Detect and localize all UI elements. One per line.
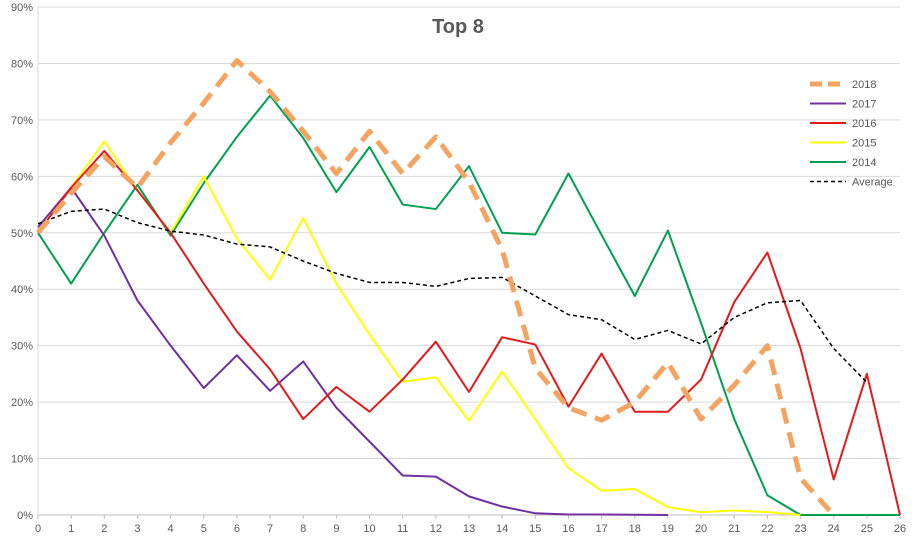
series-line-2018 [36, 58, 836, 517]
x-tick-label: 18 [629, 523, 641, 535]
x-axis-tick-labels: 0 1 2 3 4 5 6 7 8 9 10 11 12 13 14 15 16 17 18 19 20 21 22 23 24… [35, 515, 906, 535]
legend-label-2018: 2018 [852, 79, 876, 91]
y-tick-label: 10% [11, 454, 33, 466]
x-tick-label: 5 [201, 523, 207, 535]
x-tick-label: 0 [35, 523, 41, 535]
x-tick-label: 13 [463, 523, 475, 535]
x-tick-label: 14 [496, 523, 508, 535]
y-tick-label: 0% [17, 510, 33, 522]
x-tick-label: 20 [695, 523, 707, 535]
y-tick-label: 30% [11, 341, 33, 353]
series-line-average [37, 208, 868, 383]
x-tick-label: 26 [894, 523, 906, 535]
y-tick-label: 80% [11, 58, 33, 70]
x-tick-label: 4 [168, 523, 174, 535]
series-line-2017 [37, 186, 668, 516]
series-line-2016 [37, 149, 901, 516]
x-tick-label: 6 [234, 523, 240, 535]
x-tick-label: 24 [828, 523, 840, 535]
y-tick-label: 40% [11, 284, 33, 296]
y-tick-label: 20% [11, 397, 33, 409]
x-tick-label: 10 [363, 523, 375, 535]
y-tick-label: 50% [11, 228, 33, 240]
legend-label-2016: 2016 [852, 118, 876, 130]
x-tick-label: 21 [728, 523, 740, 535]
x-tick-label: 9 [333, 523, 339, 535]
x-tick-label: 8 [300, 523, 306, 535]
y-tick-label: 90% [11, 2, 33, 14]
y-tick-label: 70% [11, 115, 33, 127]
y-axis-tick-labels: 0% 10% 20% 30% 40% 50% 60% 70% 80% 90% [11, 2, 33, 522]
x-tick-label: 17 [595, 523, 607, 535]
x-tick-label: 11 [397, 523, 408, 535]
legend-label-2014: 2014 [852, 157, 876, 169]
x-tick-label: 12 [430, 523, 442, 535]
legend: 2018 2017 2016 2015 2014 Average [810, 79, 893, 189]
series-lines [36, 58, 901, 517]
legend-label-2015: 2015 [852, 138, 876, 150]
x-tick-label: 23 [794, 523, 806, 535]
x-tick-label: 3 [134, 523, 140, 535]
x-tick-label: 15 [529, 523, 541, 535]
x-tick-label: 19 [662, 523, 674, 535]
x-tick-label: 25 [861, 523, 873, 535]
y-tick-label: 60% [11, 171, 33, 183]
x-tick-label: 16 [562, 523, 574, 535]
x-tick-label: 2 [101, 523, 107, 535]
series-line-2014 [37, 94, 900, 516]
x-tick-label: 7 [267, 523, 273, 535]
legend-label-2017: 2017 [852, 99, 876, 111]
legend-label-average: Average [852, 177, 893, 189]
x-tick-label: 22 [761, 523, 773, 535]
x-tick-label: 1 [68, 523, 74, 535]
chart-title: Top 8 [432, 16, 484, 38]
